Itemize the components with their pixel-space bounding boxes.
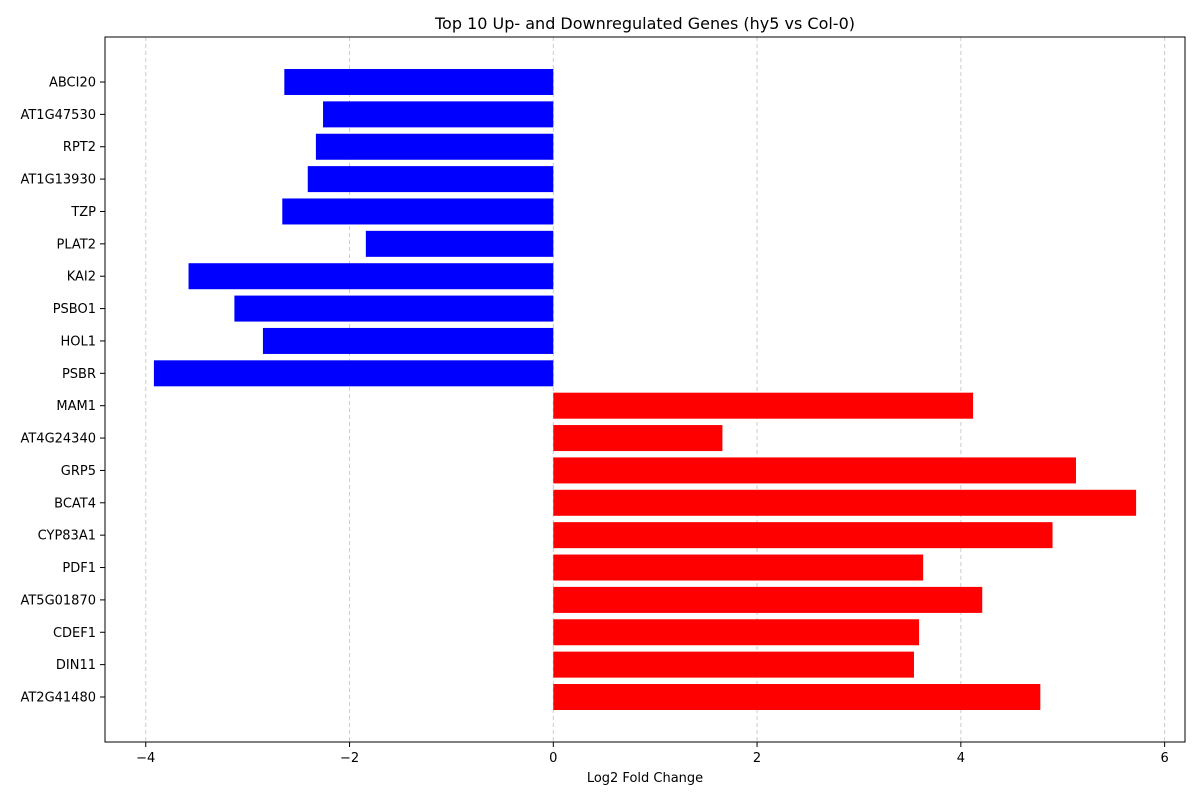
x-axis-title: Log2 Fold Change <box>587 771 703 786</box>
x-tick-labels: −4 −2 0 2 4 6 <box>136 742 1169 766</box>
bar-at1g47530 <box>323 101 554 128</box>
bar-bcat4 <box>553 489 1137 516</box>
bar-pdf1 <box>553 554 924 581</box>
bar-at5g01870 <box>553 586 983 613</box>
chart-title: Top 10 Up- and Downregulated Genes (hy5 … <box>434 14 855 33</box>
y-tick-label: AT5G01870 <box>20 593 96 608</box>
bar-mam1 <box>553 392 974 419</box>
y-tick-label: TZP <box>70 205 96 220</box>
bars <box>153 69 1137 710</box>
y-tick-label: CYP83A1 <box>38 529 96 544</box>
y-tick-label: HOL1 <box>60 334 96 349</box>
bar-at2g41480 <box>553 684 1041 710</box>
y-tick-label: AT4G24340 <box>20 432 96 447</box>
y-tick-label: DIN11 <box>56 658 96 673</box>
y-tick-label: BCAT4 <box>54 496 96 511</box>
y-tick-label: PDF1 <box>62 561 96 576</box>
plot-frame <box>104 36 1186 743</box>
y-tick-label: AT1G47530 <box>20 108 96 123</box>
bar-grp5 <box>553 457 1076 484</box>
bar-kai2 <box>188 263 554 290</box>
x-tick-label: 2 <box>753 751 761 766</box>
y-tick-label: ABCI20 <box>49 76 96 91</box>
y-tick-label: MAM1 <box>56 399 96 414</box>
bar-din11 <box>553 651 914 678</box>
bar-at4g24340 <box>553 425 723 452</box>
bar-psbr <box>153 360 554 387</box>
bar-psbo1 <box>234 295 554 322</box>
bar-plat2 <box>365 230 554 257</box>
bar-tzp <box>282 198 554 225</box>
y-tick-label: PLAT2 <box>57 237 96 252</box>
bar-rpt2 <box>315 133 554 160</box>
bar-at1g13930 <box>307 166 554 193</box>
x-tick-label: −2 <box>340 751 359 766</box>
y-tick-label: AT1G13930 <box>20 173 96 188</box>
bar-cdef1 <box>553 619 920 646</box>
y-tick-label: CDEF1 <box>53 626 96 641</box>
x-tick-label: 6 <box>1160 751 1168 766</box>
y-tick-labels: ABCI20 AT1G47530 RPT2 AT1G13930 TZP PLAT2 KAI2… <box>20 76 105 706</box>
x-tick-label: 0 <box>549 751 557 766</box>
grid-lines <box>145 37 1166 742</box>
x-tick-label: −4 <box>136 751 155 766</box>
bar-hol1 <box>262 327 554 354</box>
y-tick-label: RPT2 <box>63 140 96 155</box>
bar-cyp83a1 <box>553 522 1053 549</box>
bar-abci20 <box>284 69 554 95</box>
y-tick-label: PSBR <box>62 367 96 382</box>
y-tick-label: AT2G41480 <box>20 691 96 706</box>
y-tick-label: KAI2 <box>67 270 96 285</box>
y-tick-label: PSBO1 <box>53 302 96 317</box>
x-tick-label: 4 <box>957 751 965 766</box>
y-tick-label: GRP5 <box>61 464 96 479</box>
